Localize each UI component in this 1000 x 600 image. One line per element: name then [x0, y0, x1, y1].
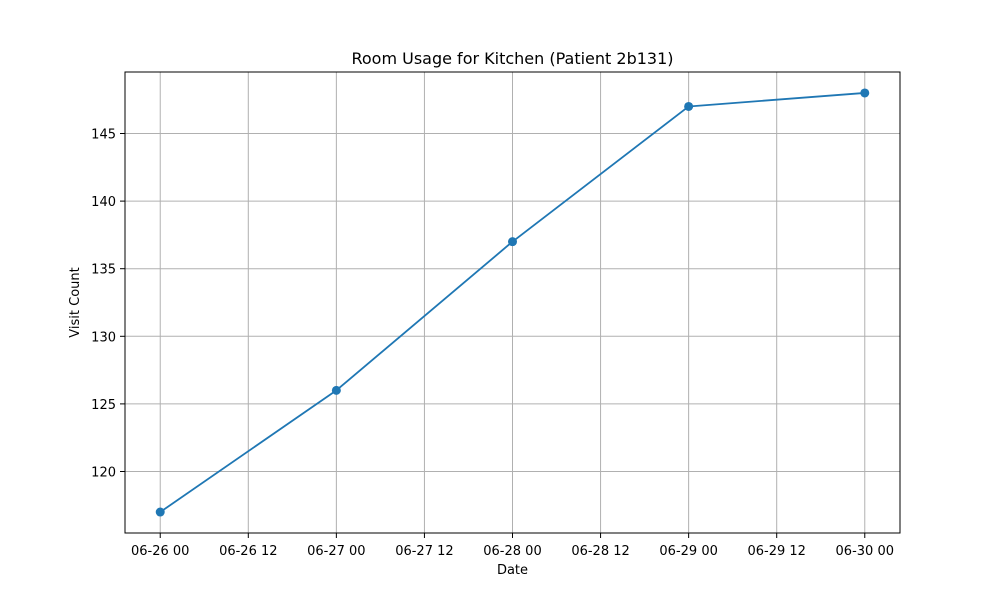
- x-tick-label: 06-28 12: [571, 544, 629, 559]
- y-tick-label: 135: [91, 263, 116, 278]
- x-axis-label: Date: [497, 563, 528, 578]
- grid-lines: [125, 72, 900, 533]
- y-tick-label: 130: [91, 330, 116, 345]
- chart-title: Room Usage for Kitchen (Patient 2b131): [351, 49, 673, 68]
- x-tick-label: 06-29 00: [659, 544, 717, 559]
- series-layer: [155, 88, 870, 517]
- x-tick-label: 06-27 12: [395, 544, 453, 559]
- y-axis-label: Visit Count: [68, 267, 83, 337]
- x-tick-label: 06-26 00: [131, 544, 189, 559]
- y-tick-label: 140: [91, 195, 116, 210]
- x-tick-label: 06-27 00: [307, 544, 365, 559]
- y-tick-label: 120: [91, 465, 116, 480]
- x-tick-label: 06-30 00: [836, 544, 894, 559]
- data-point-marker: [508, 237, 517, 247]
- x-tick-label: 06-29 12: [747, 544, 805, 559]
- data-point-marker: [155, 507, 165, 517]
- data-point-marker: [684, 101, 694, 111]
- x-tick-label: 06-26 12: [219, 544, 277, 559]
- y-tick-label: 145: [91, 128, 116, 143]
- x-tick-label: 06-28 00: [483, 544, 541, 559]
- data-point-marker: [860, 88, 870, 98]
- y-axis-ticks: 120 125 130 135 140 145: [91, 128, 125, 480]
- y-tick-label: 125: [91, 398, 116, 413]
- x-axis-ticks: 06-26 00 06-26 12 06-27 00 06-27 12 06-28 00…: [131, 533, 894, 559]
- data-point-marker: [331, 385, 341, 395]
